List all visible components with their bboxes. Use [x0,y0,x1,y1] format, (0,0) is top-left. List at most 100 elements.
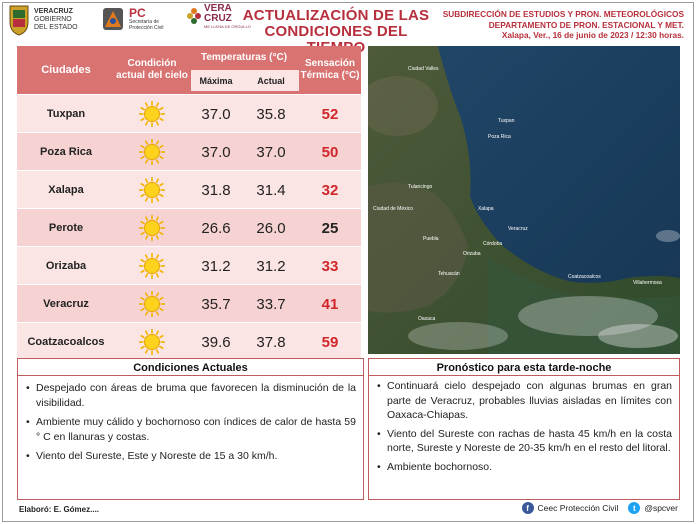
sun-icon [139,177,165,203]
facebook-link[interactable]: Ceec Protección Civil [537,503,619,513]
logo-veracruz-line3: DEL ESTADO [34,24,78,31]
max-temperature: 35.7 [201,295,231,313]
sun-icon [139,101,165,127]
max-temperature: 37.0 [201,105,231,123]
max-temperature: 26.6 [201,219,231,237]
sky-condition [115,323,189,361]
map-place-label: Villahermosa [633,280,662,286]
map-place-label: Oaxaca [418,316,436,322]
logo-veracruz-line2: GOBIERNO [34,16,72,23]
map-place-label: Ciudad de México [373,206,414,212]
satellite-map-image [368,46,680,354]
sun-icon [139,215,165,241]
current-temperature: 31.2 [256,257,286,275]
current-conditions-list: Despejado con áreas de bruma que favorec… [18,376,363,464]
table-row: Coatzacoalcos 39.6 37.8 59 [17,322,361,360]
current-conditions-divider [18,375,363,376]
sun-icon [139,253,165,279]
current-temperature: 35.8 [256,105,286,123]
current-conditions-item: Ambiente muy cálido y bochornoso con índ… [26,415,356,444]
table-row: Xalapa 31.8 31.4 32 [17,170,361,208]
header-condition: Condición actual del cielo [116,58,188,81]
sky-condition [115,285,189,323]
sun-icon [139,329,165,355]
forecast-divider [369,375,679,376]
table-body: Tuxpan 37.0 35.8 52 Poza Rica 37.0 37.0 50 Xalap… [17,94,361,360]
facebook-icon[interactable]: f [521,502,534,514]
veracruz-shield-icon [9,5,29,36]
logo-pc-line3: Protección Civil [129,25,164,31]
forecast-item: Viento del Sureste con rachas de hasta 4… [377,427,672,456]
header-sensation: Sensación Térmica (°C) [300,58,360,81]
header-temperatures: Temperaturas (°C) [200,52,288,63]
table-header: Ciudades Condición actual del cielo Temp… [17,46,361,94]
map-place-label: Veracruz [508,226,528,232]
author-credit: Elaboró: E. Gómez.... [19,505,100,514]
thermal-sensation: 25 [321,219,339,237]
max-temperature: 31.8 [201,181,231,199]
temperature-subheader-bg [191,70,299,91]
header-max: Máxima [199,76,233,86]
thermal-sensation: 32 [321,181,339,199]
map-place-label: Orizaba [463,251,481,257]
current-temperature: 31.4 [256,181,286,199]
page-title-line1: ACTUALIZACIÓN DE LAS [242,7,430,24]
satellite-map: Tuxpan Poza Rica Ciudad Valles Tulancingo Ci… [368,46,680,354]
max-temperature: 31.2 [201,257,231,275]
table-row: Veracruz 35.7 33.7 41 [17,284,361,322]
current-temperature: 26.0 [256,219,286,237]
page-title: ACTUALIZACIÓN DE LAS CONDICIONES DEL TIE… [236,8,436,56]
map-place-label: Coatzacoalcos [568,274,601,280]
table-row: Poza Rica 37.0 37.0 50 [17,132,361,170]
current-temperature: 33.7 [256,295,286,313]
forecast-panel: Pronóstico para esta tarde-noche Continu… [368,358,680,500]
thermal-sensation: 59 [321,333,339,351]
weather-table: Ciudades Condición actual del cielo Temp… [17,46,361,360]
city-name: Poza Rica [40,146,92,158]
logo-pc-line2: Secretaría de [129,19,160,25]
sky-condition [115,171,189,209]
forecast-item: Continuará cielo despejado con algunas b… [377,379,672,423]
city-name: Orizaba [45,260,87,272]
map-place-label: Tulancingo [408,184,433,190]
pc-emblem-icon [103,8,123,30]
logo-pc-line1: PC [129,6,146,20]
thermal-sensation: 33 [321,257,339,275]
city-name: Perote [48,222,84,234]
subtitle-line2: DEPARTAMENTO DE PRON. ESTACIONAL Y MET. [488,19,684,30]
logo-vera-line3: ME LLENA DE ORGULLO [204,24,251,29]
header-current: Actual [257,76,285,86]
map-place-label: Puebla [423,236,439,242]
logo-vera-line2: CRUZ [204,13,232,24]
thermal-sensation: 41 [321,295,339,313]
current-conditions-item: Despejado con áreas de bruma que favorec… [26,381,356,410]
vera-cruz-flower-icon [187,8,201,24]
social-links: f Ceec Protección Civil t @spcver [521,502,678,514]
page-subtitle: SUBDIRECCIÓN DE ESTUDIOS Y PRON. METEORO… [420,9,684,41]
map-place-label: Tehuacán [438,271,460,277]
map-place-label: Poza Rica [488,134,511,140]
current-conditions-title: Condiciones Actuales [133,362,248,374]
veracruz-government-logo: VERACRUZ GOBIERNO DEL ESTADO [8,4,78,36]
subtitle-line1: SUBDIRECCIÓN DE ESTUDIOS Y PRON. METEORO… [442,9,684,19]
twitter-link[interactable]: @spcver [644,503,678,513]
vera-cruz-logo: VERA CRUZ ME LLENA DE ORGULLO [186,4,251,30]
thermal-sensation: 52 [321,105,339,123]
map-place-label: Ciudad Valles [408,66,439,72]
forecast-item: Ambiente bochornoso. [377,460,672,475]
city-name: Tuxpan [46,108,86,120]
sky-condition [115,247,189,285]
map-place-label: Tuxpan [498,118,515,124]
sky-condition [115,95,189,133]
header: VERACRUZ GOBIERNO DEL ESTADO PC Secretar… [0,0,696,56]
table-row: Perote 26.6 26.0 25 [17,208,361,246]
sky-condition [115,209,189,247]
forecast-list: Continuará cielo despejado con algunas b… [369,376,679,474]
twitter-icon[interactable]: t [628,502,641,514]
forecast-title: Pronóstico para esta tarde-noche [436,362,612,374]
city-name: Coatzacoalcos [27,336,105,348]
logo-veracruz-line1: VERACRUZ [34,8,73,15]
city-name: Xalapa [48,184,84,196]
logo-vera-line1: VERA [204,3,232,14]
